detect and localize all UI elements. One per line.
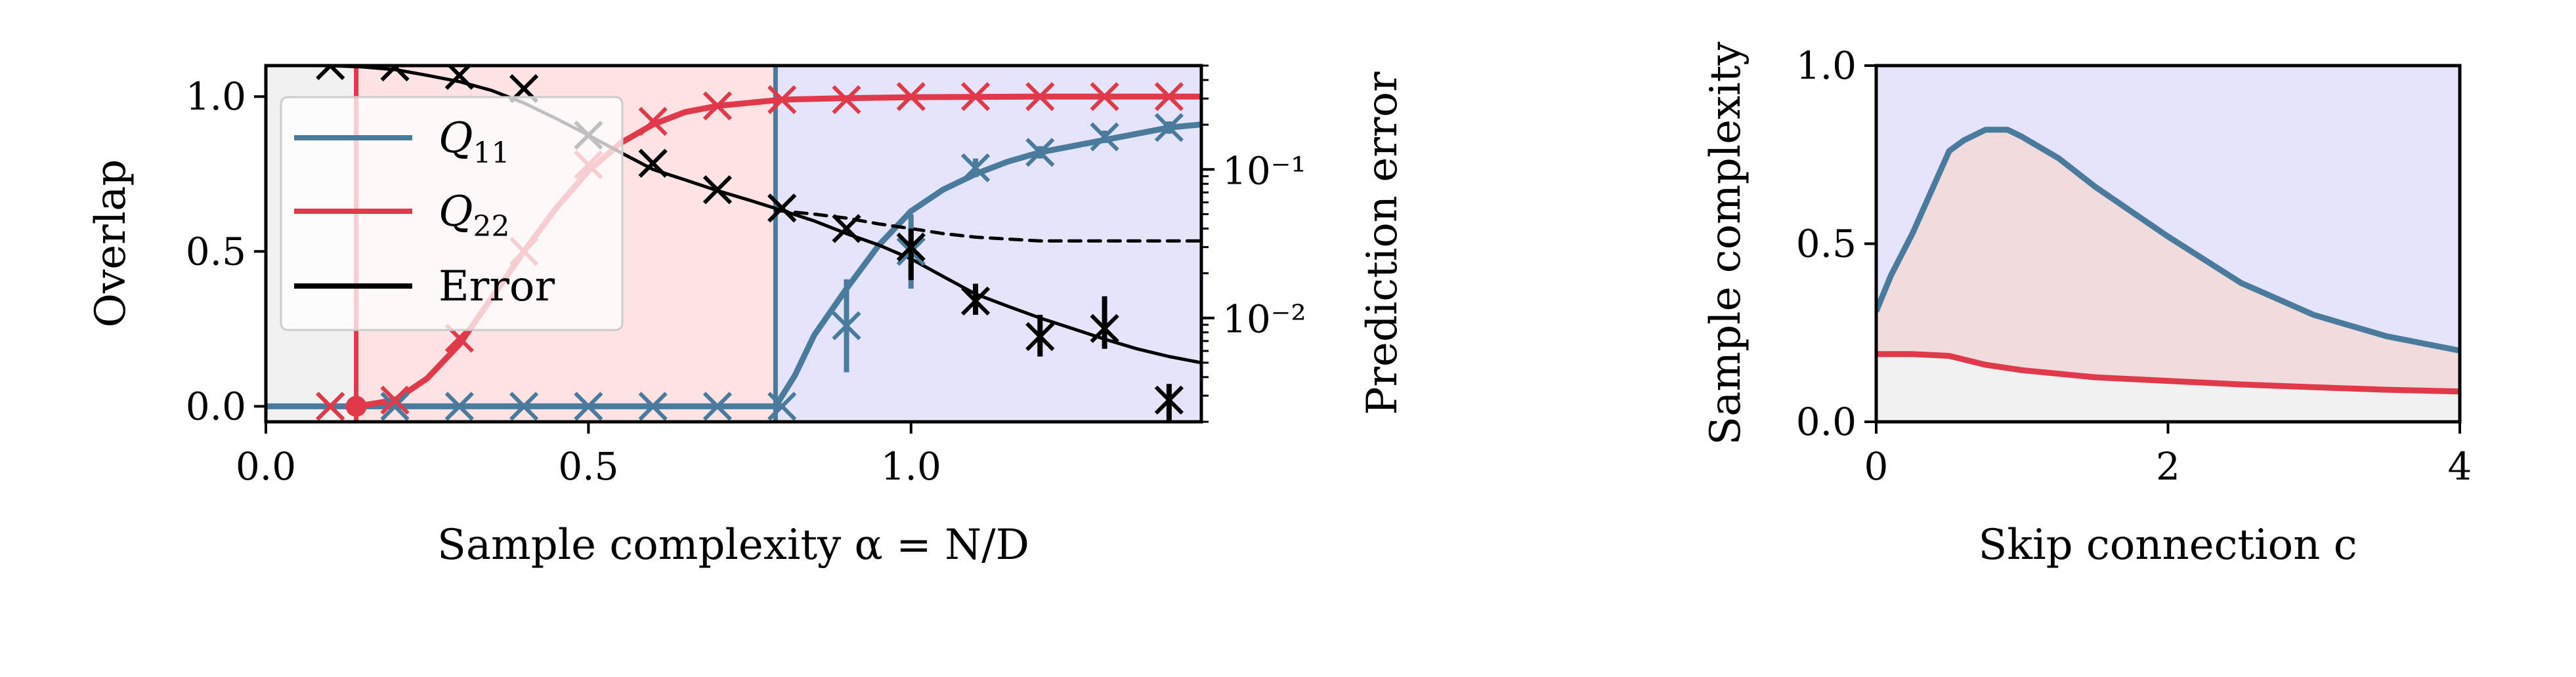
right-regions <box>1876 66 2460 422</box>
left-axes-frame <box>264 64 1203 424</box>
data-marker-q11 <box>1090 122 1119 152</box>
data-marker-error <box>832 214 861 243</box>
data-marker-error <box>896 232 926 262</box>
data-marker-error <box>638 148 668 178</box>
legend-label-q22: Q22 <box>439 188 509 243</box>
data-marker-q11 <box>444 392 474 421</box>
data-marker-q22 <box>316 392 345 421</box>
data-marker-q22 <box>380 385 410 415</box>
data-marker-q22 <box>638 106 668 136</box>
data-marker-q11 <box>1154 113 1184 142</box>
legend: Q11 Q22 Error <box>280 96 624 331</box>
y-tick-label: 0.5 <box>186 229 246 274</box>
right-series-blue <box>1876 127 2460 354</box>
x-tick-label: 0.5 <box>558 444 618 489</box>
data-marker-q22 <box>767 85 797 115</box>
right-y-tick-label: 0.0 <box>1796 400 1857 444</box>
x-tick-label: 0.0 <box>236 444 296 489</box>
right-xlabel: Skip connection c <box>1978 521 2357 569</box>
data-marker-error <box>1090 314 1119 343</box>
data-marker-error <box>767 193 797 223</box>
y2-tick-label: 10⁻² <box>1222 297 1306 342</box>
left-y2label: Prediction error <box>1358 72 1407 415</box>
series-line-error <box>266 66 1201 365</box>
data-marker-error <box>702 175 733 205</box>
data-marker-error <box>1025 321 1055 352</box>
right-y-tick-label: 1.0 <box>1796 43 1857 88</box>
data-marker-q22 <box>832 85 861 115</box>
data-marker-q22 <box>702 91 733 121</box>
data-marker-error <box>960 286 991 316</box>
left-chart: 0.0 0.5 1.0 0.0 0.5 1.0 10⁻¹ 10⁻² Sample comple… <box>87 64 1407 569</box>
y-tick-label: 1.0 <box>186 74 246 119</box>
left-ticks: 0.0 0.5 1.0 0.0 0.5 1.0 10⁻¹ 10⁻² <box>186 64 1306 489</box>
data-marker-q11 <box>832 311 861 340</box>
series-line-dashed-error <box>773 209 1201 243</box>
legend-label-q11: Q11 <box>439 114 509 170</box>
y2-tick-label: 10⁻¹ <box>1222 148 1306 193</box>
threshold-point <box>345 396 367 417</box>
right-chart: 0 2 4 0.0 0.5 1.0 Skip connection c Sample co… <box>1702 41 2472 569</box>
data-marker-q22 <box>1090 82 1119 112</box>
left-xlabel: Sample complexity α = N/D <box>437 521 1029 569</box>
legend-box <box>280 96 624 331</box>
x-tick-label: 1.0 <box>881 444 941 489</box>
right-x-tick-label: 4 <box>2448 444 2472 489</box>
data-marker-q11 <box>638 392 668 421</box>
right-y-tick-label: 0.5 <box>1796 222 1857 266</box>
data-marker-q11 <box>702 392 733 421</box>
data-marker-q22 <box>960 82 991 112</box>
data-marker-error <box>1154 385 1184 415</box>
right-x-tick-label: 0 <box>1864 444 1889 489</box>
data-marker-error <box>316 66 345 81</box>
left-ylabel: Overlap <box>87 159 135 328</box>
right-region-middle <box>1876 129 2460 392</box>
data-marker-q11 <box>767 392 797 421</box>
right-ticks: 0 2 4 0.0 0.5 1.0 <box>1796 43 2472 489</box>
right-ylabel: Sample complexity <box>1702 41 1750 445</box>
data-marker-q22 <box>1025 82 1055 112</box>
right-x-tick-label: 2 <box>2156 444 2180 489</box>
y-tick-label: 0.0 <box>186 384 246 428</box>
data-marker-q11 <box>380 392 410 421</box>
data-marker-q22 <box>896 82 926 112</box>
data-marker-q22 <box>1154 82 1184 112</box>
series-line-q11 <box>266 121 1201 409</box>
data-marker-q11 <box>509 392 539 421</box>
right-plot-area <box>1876 127 2460 395</box>
data-marker-q11 <box>574 392 603 421</box>
data-marker-q11 <box>960 153 991 182</box>
data-marker-q11 <box>1025 138 1055 167</box>
left-region-2 <box>775 66 1201 422</box>
legend-label-error: Error <box>439 262 555 311</box>
right-series-red <box>1876 351 2460 395</box>
